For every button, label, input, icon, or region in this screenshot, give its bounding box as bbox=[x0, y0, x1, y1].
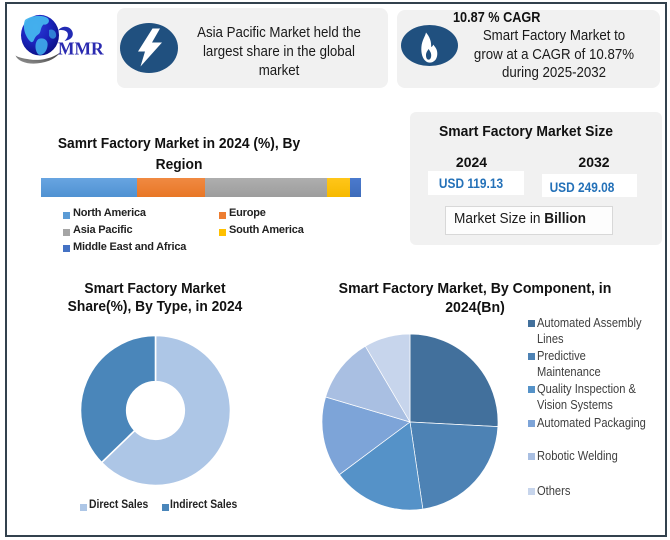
svg-text:MMR: MMR bbox=[58, 39, 104, 59]
